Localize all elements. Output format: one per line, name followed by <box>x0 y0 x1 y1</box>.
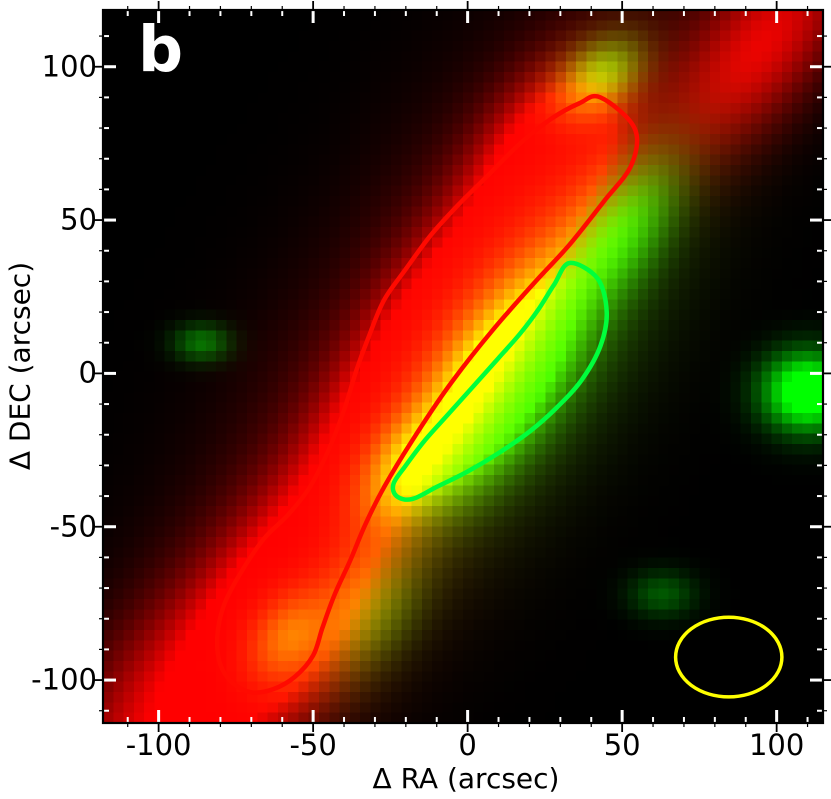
x-tick-label: 50 <box>603 728 641 762</box>
x-axis-label: Δ RA (arcsec) <box>372 762 560 795</box>
y-tick-label: -50 <box>49 509 97 544</box>
green-emission-contour <box>390 260 609 502</box>
x-tick-label: 0 <box>458 728 477 762</box>
y-tick-label: 50 <box>60 202 97 237</box>
panel-label: b <box>138 13 184 86</box>
y-tick-label: -100 <box>31 662 97 697</box>
red-emission-contour <box>214 93 640 695</box>
x-tick-label: -50 <box>289 728 337 762</box>
y-tick-label: 0 <box>78 355 97 390</box>
y-axis-label: Δ DEC (arcsec) <box>3 261 37 471</box>
axes-frame <box>101 8 825 725</box>
x-tick-label: -100 <box>125 728 192 762</box>
x-tick-label: 100 <box>748 728 805 762</box>
beam-ellipse <box>673 615 784 699</box>
y-tick-label: 100 <box>41 49 97 84</box>
